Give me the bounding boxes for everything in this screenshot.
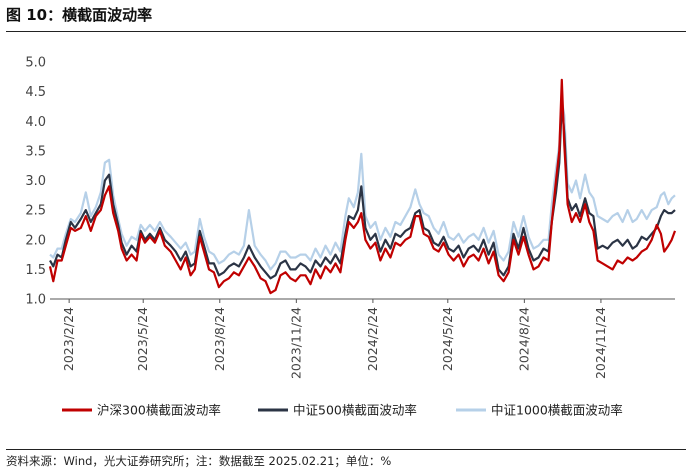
series-line-2 [49, 99, 676, 271]
y-tick-label: 3.0 [25, 174, 46, 189]
series-lines [48, 78, 677, 295]
series-line-1 [49, 102, 676, 280]
x-tick-label: 2024/2/24 [365, 307, 380, 371]
x-tick-label: 2024/11/24 [593, 307, 608, 379]
x-tick-label: 2023/2/24 [61, 307, 76, 371]
y-tick-label: 5.0 [25, 56, 46, 71]
x-tick-label: 2023/11/24 [288, 307, 303, 379]
x-tick-label: 2024/5/24 [440, 307, 455, 371]
y-tick-label: 2.0 [25, 233, 46, 248]
y-axis-ticks: 1.0 1.5 2.0 2.5 3.0 3.5 4.0 4.5 5.0 [25, 56, 46, 308]
series-line-0 [48, 78, 677, 295]
title-rule [6, 31, 686, 32]
y-tick-label: 4.0 [25, 115, 46, 130]
legend: 沪深300横截面波动率 中证500横截面波动率 中证1000横截面波动率 [62, 403, 623, 418]
footer-rule [6, 449, 686, 450]
legend-label-1: 中证500横截面波动率 [293, 403, 417, 418]
y-tick-label: 1.5 [25, 263, 46, 278]
legend-label-2: 中证1000横截面波动率 [491, 403, 623, 418]
y-tick-label: 2.5 [25, 204, 46, 219]
x-tick-label: 2023/5/24 [135, 307, 150, 371]
x-tick-label: 2023/8/24 [212, 307, 227, 371]
legend-label-0: 沪深300横截面波动率 [97, 403, 221, 418]
x-tick-label: 2024/8/24 [516, 307, 531, 371]
y-tick-label: 3.5 [25, 144, 46, 159]
source-note: 资料来源：Wind，光大证券研究所；注：数据截至 2025.02.21；单位：% [6, 454, 392, 468]
y-tick-label: 1.0 [25, 293, 46, 308]
x-axis-ticks: 2023/2/24 2023/5/24 2023/8/24 2023/11/24 202… [61, 299, 608, 379]
y-tick-label: 4.5 [25, 85, 46, 100]
figure-title: 图 10：横截面波动率 [6, 6, 153, 24]
volatility-line-chart: 1.01.52.02.53.03.54.04.55.0 2023/2/24 202… [25, 56, 677, 418]
